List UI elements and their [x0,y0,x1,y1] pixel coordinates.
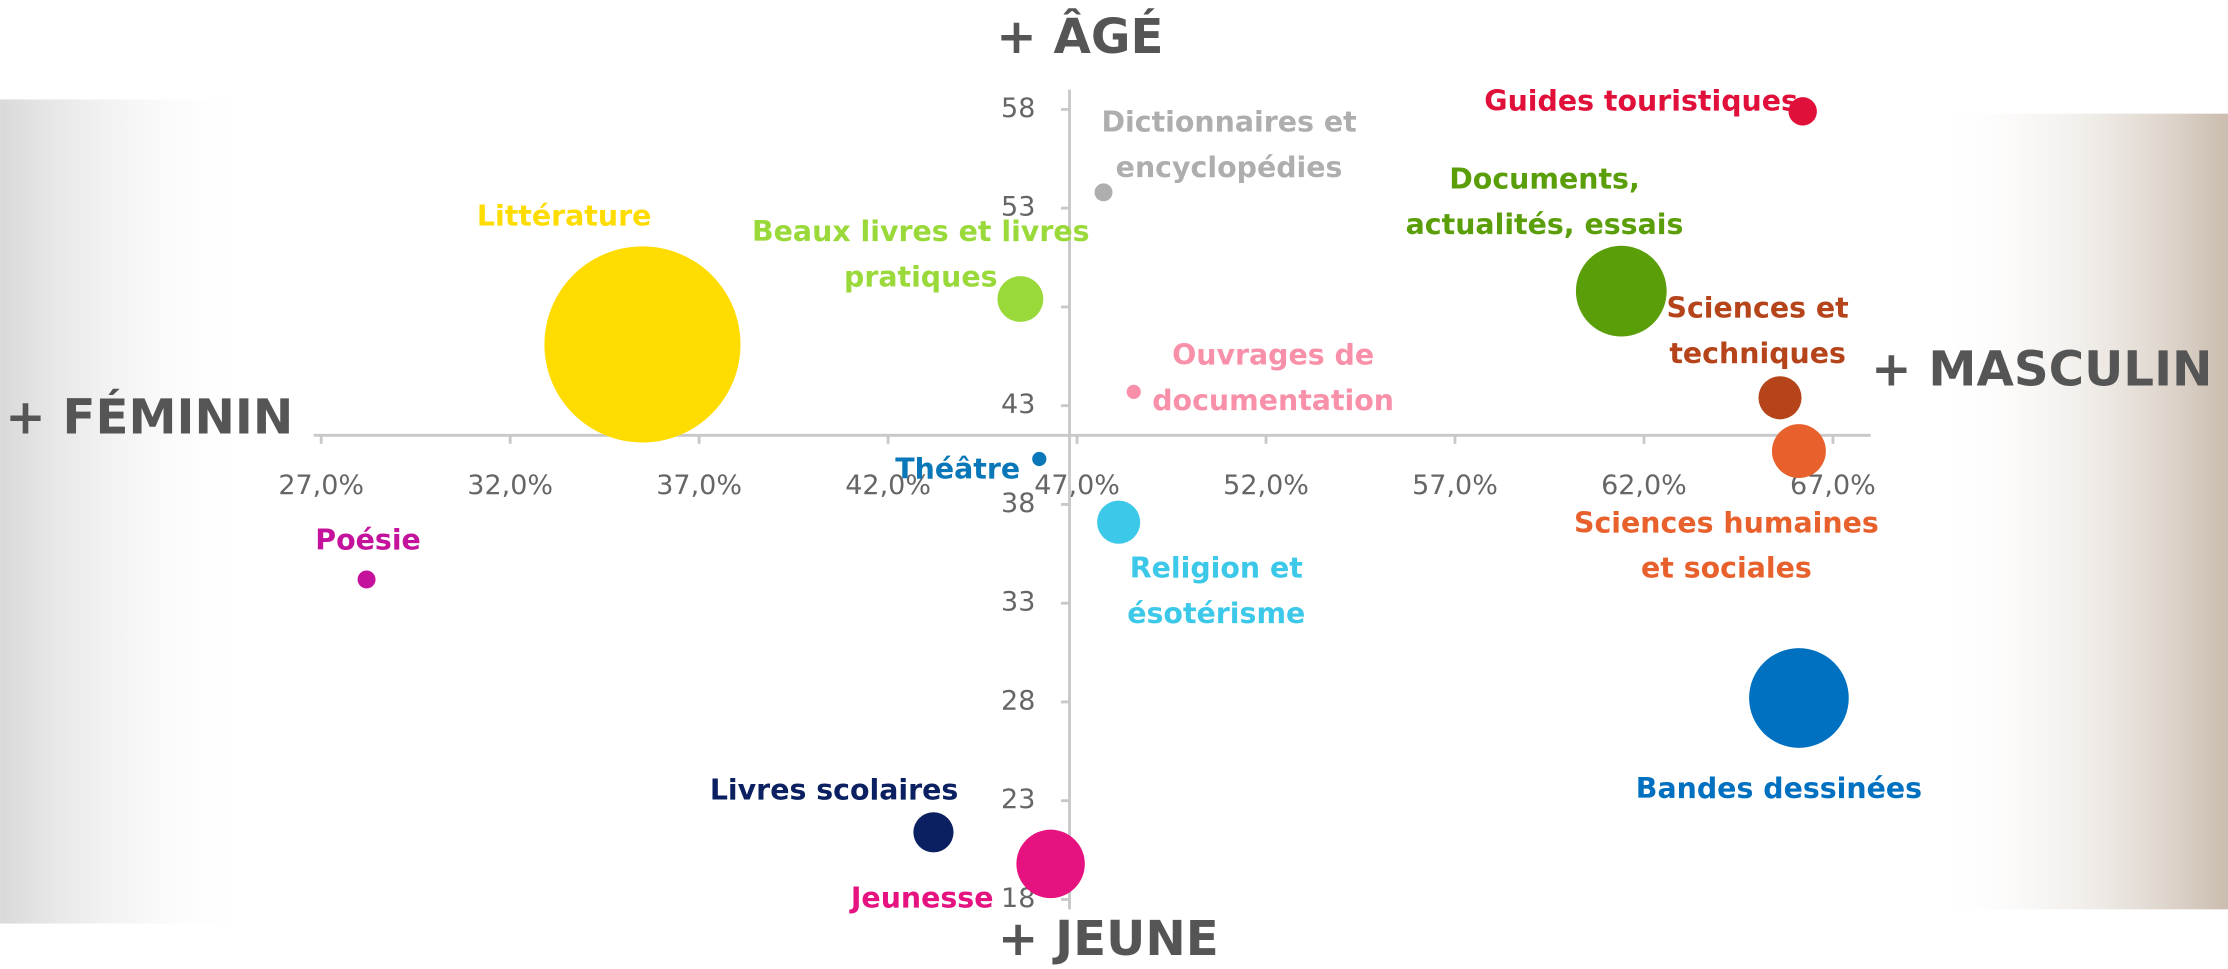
background-photo [0,99,256,924]
x-tick-label: 27,0% [278,470,364,501]
quadrant-label: + FÉMININ [5,389,293,446]
point-label-line: ésotérisme [1127,597,1305,630]
bubble [1788,97,1817,126]
y-tick-label: 38 [1001,488,1035,519]
point-label-line: Sciences et [1666,292,1848,325]
point-label-line: techniques [1669,337,1846,370]
point-label: Jeunesse [849,881,994,914]
x-tick-label: 62,0% [1601,470,1687,501]
background-photo [1932,113,2228,910]
point-label: Bandes dessinées [1636,772,1922,805]
y-tick-label: 53 [1001,192,1035,223]
point-label: Dictionnaires et encyclopédies [1101,106,1356,184]
bubble [544,246,741,443]
point-label-line: encyclopédies [1116,151,1343,184]
point-label-line: Livres scolaires [710,773,959,806]
point-label-line: Bandes dessinées [1636,772,1922,805]
point-label-line: documentation [1152,384,1394,417]
x-tick-label: 47,0% [1034,470,1120,501]
quadrant-label: + MASCULIN [1871,341,2212,397]
x-tick-label: 42,0% [845,470,931,501]
bubble [1097,500,1141,544]
point-label: Sciences et techniques [1666,292,1848,370]
point-label-line: actualités, essais [1406,208,1684,241]
y-tick-label: 28 [1001,685,1035,716]
bubble [1749,648,1849,748]
point-label: Livres scolaires [710,773,959,806]
bubble [913,812,954,853]
bubble [997,276,1044,322]
point-label-line: Guides touristiques [1484,84,1798,117]
x-tick-label: 52,0% [1223,470,1309,501]
point-label-line: Beaux livres et livres [752,215,1089,248]
point-label-line: Documents, [1449,162,1640,195]
quadrant-label: + JEUNE [998,911,1219,967]
y-tick-label: 58 [1001,93,1035,124]
y-tick-label: 43 [1001,389,1035,420]
quadrant-label: + ÂGÉ [996,8,1163,65]
bubble [1126,384,1141,399]
point-label-line: Théâtre [895,452,1020,485]
point-label-line: pratiques [844,260,998,293]
point-label-line: Jeunesse [849,881,994,914]
bubble [357,570,376,589]
bubble [1575,245,1667,337]
point-label: Beaux livres et livres pratiques [752,215,1089,293]
point-label: Sciences humaines et sociales [1574,506,1879,584]
bubble [1758,376,1802,420]
point-label: Documents, actualités, essais [1406,162,1684,240]
bubble [1016,829,1085,899]
point-label: Poésie [315,523,421,556]
point-label: Ouvrages de documentation [1152,339,1394,417]
point-label-line: et sociales [1641,552,1812,585]
bubble [1094,183,1113,202]
x-tick-label: 57,0% [1412,470,1498,501]
point-label-line: Religion et [1130,552,1303,585]
point-label: Littérature [477,199,652,232]
point-label: Théâtre [895,452,1020,485]
x-tick-label: 37,0% [656,470,742,501]
bubble [1771,424,1826,479]
point-label-line: Ouvrages de [1172,339,1374,372]
point-label: Religion et ésotérisme [1127,552,1305,630]
y-tick-label: 33 [1001,587,1035,618]
x-tick-label: 32,0% [467,470,553,501]
bubble [1032,451,1047,467]
point-label-line: Dictionnaires et [1101,106,1356,139]
point-label-line: Poésie [315,523,421,556]
point-label-line: Littérature [477,199,652,232]
point-label-line: Sciences humaines [1574,506,1879,539]
point-label: Guides touristiques [1484,84,1798,117]
y-tick-label: 23 [1001,784,1035,815]
